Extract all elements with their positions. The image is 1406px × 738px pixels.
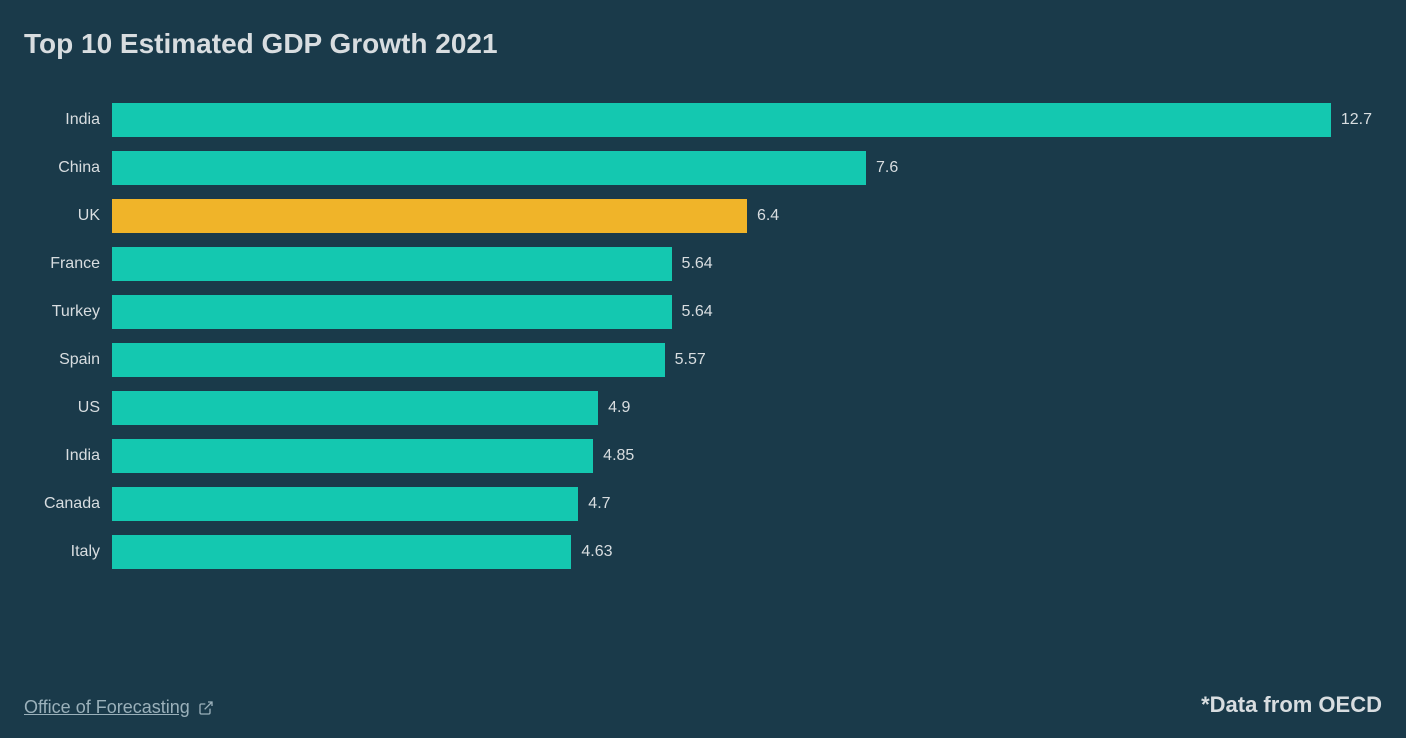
- bar-track: 4.63: [112, 535, 1372, 569]
- bar-value-label: 7.6: [866, 159, 898, 177]
- bar-track: 4.9: [112, 391, 1372, 425]
- chart-container: Top 10 Estimated GDP Growth 2021 India 12…: [0, 0, 1406, 738]
- bar-row: India 12.7: [24, 96, 1372, 144]
- bar-row: UK 6.4: [24, 192, 1372, 240]
- bar-track: 12.7: [112, 103, 1372, 137]
- bar-value-label: 5.64: [672, 255, 713, 273]
- bar-track: 5.64: [112, 295, 1372, 329]
- bar: [112, 439, 593, 473]
- bar-category-label: US: [24, 399, 112, 417]
- footer-source: Office of Forecasting: [24, 697, 214, 718]
- bar-value-label: 4.9: [598, 399, 630, 417]
- bar-track: 5.64: [112, 247, 1372, 281]
- bar-value-label: 5.64: [672, 303, 713, 321]
- bar: [112, 151, 866, 185]
- bar-category-label: France: [24, 255, 112, 273]
- bar-category-label: China: [24, 159, 112, 177]
- bar-category-label: India: [24, 111, 112, 129]
- bar-category-label: India: [24, 447, 112, 465]
- bar-value-label: 5.57: [665, 351, 706, 369]
- bar-row: Canada 4.7: [24, 480, 1372, 528]
- bar-value-label: 4.85: [593, 447, 634, 465]
- bar: [112, 199, 747, 233]
- bar-track: 7.6: [112, 151, 1372, 185]
- bar-row: China 7.6: [24, 144, 1372, 192]
- bar-category-label: Italy: [24, 543, 112, 561]
- bars-area: India 12.7 China 7.6 UK 6.4 France 5.64 Turkey 5.…: [24, 96, 1382, 576]
- bar: [112, 391, 598, 425]
- bar-value-label: 4.63: [571, 543, 612, 561]
- footer-note: *Data from OECD: [1201, 692, 1382, 718]
- bar-track: 6.4: [112, 199, 1372, 233]
- bar: [112, 103, 1331, 137]
- bar: [112, 487, 578, 521]
- bar-category-label: UK: [24, 207, 112, 225]
- bar-value-label: 4.7: [578, 495, 610, 513]
- bar: [112, 295, 672, 329]
- bar-value-label: 6.4: [747, 207, 779, 225]
- bar-category-label: Spain: [24, 351, 112, 369]
- bar-row: Italy 4.63: [24, 528, 1372, 576]
- bar-value-label: 12.7: [1331, 111, 1372, 129]
- bar-category-label: Turkey: [24, 303, 112, 321]
- bar: [112, 247, 672, 281]
- bar-row: US 4.9: [24, 384, 1372, 432]
- bar-category-label: Canada: [24, 495, 112, 513]
- chart-title: Top 10 Estimated GDP Growth 2021: [24, 28, 1382, 60]
- bar-row: India 4.85: [24, 432, 1372, 480]
- bar-row: Turkey 5.64: [24, 288, 1372, 336]
- bar-track: 5.57: [112, 343, 1372, 377]
- bar-row: France 5.64: [24, 240, 1372, 288]
- bar-track: 4.7: [112, 487, 1372, 521]
- chart-footer: Office of Forecasting *Data from OECD: [24, 692, 1382, 718]
- bar-track: 4.85: [112, 439, 1372, 473]
- bar: [112, 535, 571, 569]
- external-link-icon: [198, 700, 214, 716]
- bar-row: Spain 5.57: [24, 336, 1372, 384]
- source-link[interactable]: Office of Forecasting: [24, 697, 190, 718]
- bar: [112, 343, 665, 377]
